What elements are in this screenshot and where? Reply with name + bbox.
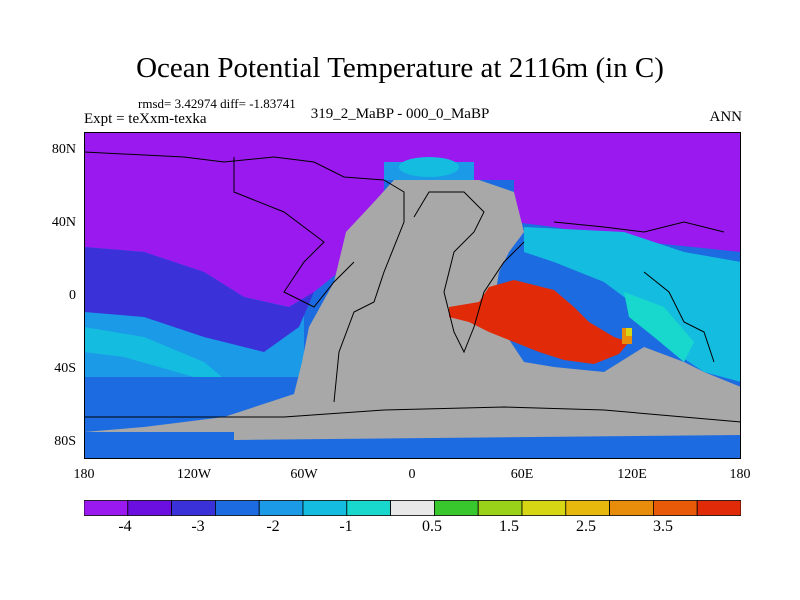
legend-swatch-11	[565, 500, 610, 516]
legend-swatch-14	[696, 500, 741, 516]
legend-swatch-8	[433, 500, 479, 516]
season-label: ANN	[709, 109, 743, 125]
y-tick-40n: 40N	[51, 215, 76, 230]
legend-swatch-5	[302, 500, 348, 516]
legend-swatch-1	[127, 500, 172, 516]
ocean-north-pacific-indigo	[84, 247, 314, 352]
x-tick-180w: 180	[73, 467, 95, 482]
warm-anomaly-yellow	[626, 328, 632, 336]
legend-swatch-9	[477, 500, 523, 516]
land-americas-africa	[84, 180, 741, 440]
legend-swatch-4	[258, 500, 304, 516]
legend-swatch-0	[84, 500, 129, 516]
legend-swatch-2	[171, 500, 216, 516]
x-tick-120w: 120W	[176, 467, 212, 482]
x-tick-60w: 60W	[290, 467, 318, 482]
legend-swatch-3	[214, 500, 260, 516]
warm-anomaly-red	[449, 280, 629, 364]
legend-label-0-5: 0.5	[422, 518, 442, 535]
ocean-indian-purple	[514, 180, 741, 252]
rmsd-diff-stats: rmsd= 3.42974 diff= -1.83741	[138, 96, 296, 111]
legend-label-minus4: -4	[118, 518, 132, 535]
coastline-outline	[84, 151, 741, 423]
experiment-label: Expt = teXxm-texka	[84, 111, 207, 127]
chart-title: Ocean Potential Temperature at 2116m (in…	[136, 52, 664, 84]
ocean-north-atlantic-teal	[399, 157, 459, 177]
land-antarctica-rim	[234, 412, 741, 440]
temperature-map	[84, 132, 741, 459]
map-frame	[84, 132, 741, 459]
y-tick-0: 0	[69, 288, 76, 303]
y-tick-80s: 80S	[54, 434, 76, 449]
ocean-north-pacific	[84, 180, 384, 307]
x-tick-0: 0	[408, 467, 416, 482]
y-tick-80n: 80N	[51, 142, 76, 157]
legend-swatch-10	[521, 500, 567, 516]
legend-label-minus1: -1	[339, 518, 353, 535]
ocean-south-pacific-cyan	[84, 327, 234, 387]
legend-swatch-7	[390, 500, 435, 516]
legend-swatch-12	[609, 500, 654, 516]
x-tick-180e: 180	[729, 467, 751, 482]
legend-label-minus3: -3	[191, 518, 205, 535]
legend-label-2-5: 2.5	[576, 518, 596, 535]
x-tick-60e: 60E	[510, 467, 534, 482]
x-tick-120e: 120E	[617, 467, 647, 482]
legend-label-minus2: -2	[266, 518, 280, 535]
color-legend-bar	[84, 500, 741, 516]
legend-label-3-5: 3.5	[653, 518, 673, 535]
ocean-west-pacific-teal	[624, 292, 694, 362]
difference-label: 319_2_MaBP - 000_0_MaBP	[310, 106, 490, 122]
legend-swatch-6	[346, 500, 391, 516]
legend-label-1-5: 1.5	[499, 518, 519, 535]
y-tick-40s: 40S	[54, 361, 76, 376]
legend-swatch-13	[653, 500, 698, 516]
